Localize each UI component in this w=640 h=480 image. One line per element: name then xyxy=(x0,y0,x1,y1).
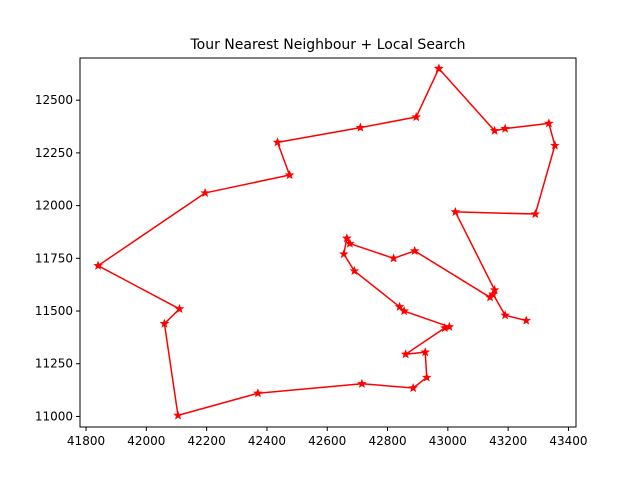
data-point xyxy=(408,382,418,393)
data-point xyxy=(174,303,185,313)
plot-frame xyxy=(79,57,577,428)
data-point xyxy=(530,208,541,219)
y-tick-label: 11250 xyxy=(35,357,73,371)
data-point xyxy=(544,118,554,128)
series-line-0 xyxy=(97,68,556,417)
data-point xyxy=(388,253,399,263)
data-point xyxy=(489,125,500,135)
data-point xyxy=(357,378,367,388)
data-point xyxy=(284,169,295,180)
data-layer xyxy=(93,63,560,420)
data-point xyxy=(550,140,560,150)
y-tick-label: 11750 xyxy=(35,251,73,265)
data-point xyxy=(500,123,510,133)
y-axis: 11000 11250 11500 11750 12000 12250 12500 xyxy=(35,93,80,423)
data-point xyxy=(339,249,349,259)
chart-title: Tour Nearest Neighbour + Local Search xyxy=(189,37,465,53)
data-point xyxy=(450,206,461,216)
y-tick-label: 12500 xyxy=(35,93,73,107)
y-tick-label: 11000 xyxy=(35,409,73,423)
x-tick-label: 42000 xyxy=(127,434,165,448)
data-point xyxy=(342,233,352,243)
data-point xyxy=(411,112,421,122)
data-point xyxy=(488,289,498,299)
x-tick-label: 43400 xyxy=(549,434,587,448)
x-tick-label: 43200 xyxy=(489,434,527,448)
data-point xyxy=(434,63,444,73)
x-axis: 41800 42000 42200 42400 42600 42800 43000 43200… xyxy=(67,427,588,448)
data-point xyxy=(444,321,455,331)
x-tick-label: 41800 xyxy=(67,434,105,448)
data-point xyxy=(272,137,283,147)
x-tick-label: 42400 xyxy=(248,434,286,448)
y-tick-label: 11500 xyxy=(35,304,73,318)
data-point xyxy=(93,260,103,270)
data-point xyxy=(421,372,432,382)
data-point xyxy=(409,245,420,256)
data-point xyxy=(420,347,431,357)
data-point xyxy=(489,284,500,295)
data-point xyxy=(500,310,510,320)
data-point xyxy=(173,410,183,420)
x-tick-label: 42600 xyxy=(308,434,346,448)
plot-area xyxy=(80,58,576,427)
data-point xyxy=(159,318,170,328)
data-point xyxy=(345,238,355,248)
data-point xyxy=(394,301,405,311)
y-tick-label: 12000 xyxy=(35,199,73,213)
data-point xyxy=(400,349,411,359)
data-point xyxy=(521,315,532,325)
y-tick-label: 12250 xyxy=(35,146,73,160)
data-point xyxy=(200,187,210,198)
data-point xyxy=(349,265,360,276)
x-tick-label: 42800 xyxy=(368,434,406,448)
x-tick-label: 42200 xyxy=(188,434,226,448)
data-point xyxy=(253,388,263,398)
data-point xyxy=(355,122,366,132)
x-tick-label: 43000 xyxy=(429,434,467,448)
